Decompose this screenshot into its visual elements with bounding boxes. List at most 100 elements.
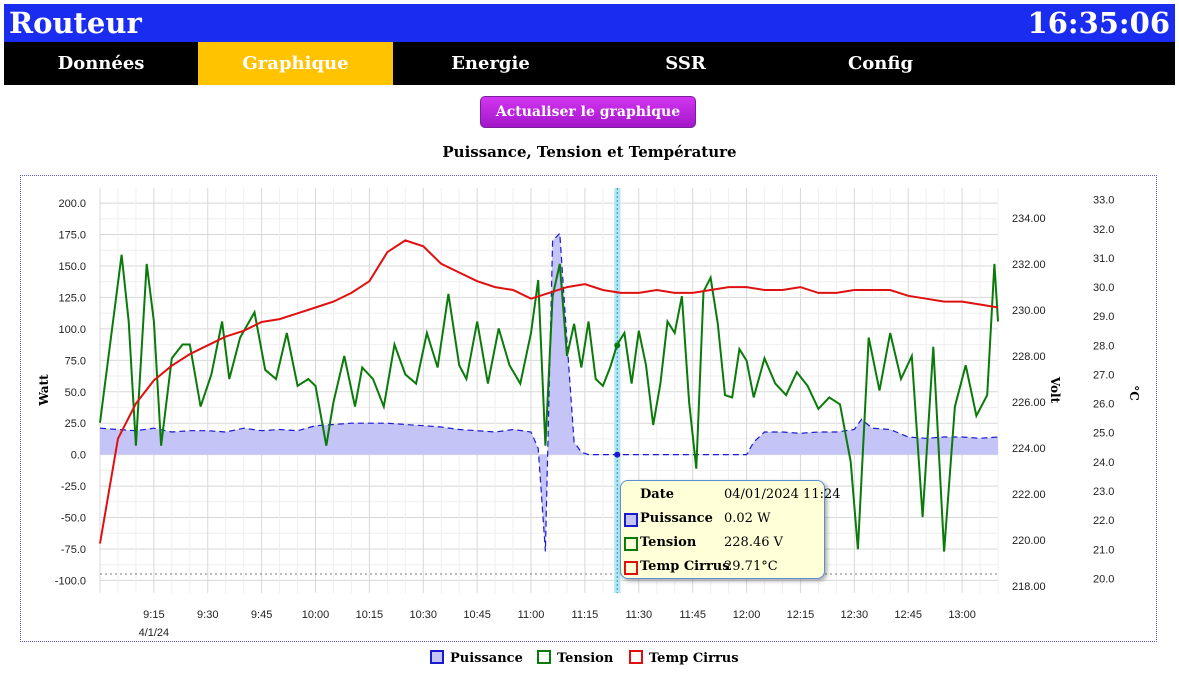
legend-item-temp[interactable]: Temp Cirrus: [629, 650, 739, 666]
tooltip-puissance-row: Puissance 0.02 W: [621, 510, 824, 528]
tooltip-temp-value: 29.71°C: [724, 559, 778, 574]
x-tick-label: 12:00: [733, 609, 761, 621]
y-tick-temp: 32.0: [1093, 224, 1114, 236]
x-tick-label: 9:30: [197, 609, 218, 621]
y-tick-watt: 150.0: [58, 261, 86, 273]
legend-item-puissance[interactable]: Puissance: [430, 650, 523, 666]
x-tick-label: 11:15: [572, 609, 599, 621]
y-tick-volt: 234.00: [1012, 213, 1046, 225]
y-tick-volt: 220.00: [1012, 535, 1046, 547]
y-tick-temp: 28.0: [1093, 340, 1114, 352]
legend-temp-swatch: [629, 650, 643, 664]
y-tick-volt: 224.00: [1012, 443, 1046, 455]
tab-donnees[interactable]: Données: [57, 53, 145, 74]
y-tick-temp: 30.0: [1093, 282, 1114, 294]
tab-graphique[interactable]: Graphique: [198, 42, 393, 85]
nav-bar: Données Graphique Energie SSR Config: [4, 42, 1175, 85]
legend-tension-swatch: [537, 650, 551, 664]
cursor-band: [614, 188, 621, 593]
x-tick-label: 13:00: [948, 609, 976, 621]
app-title: Routeur: [9, 6, 142, 40]
y-tick-volt: 230.00: [1012, 305, 1046, 317]
y-tick-temp: 29.0: [1093, 311, 1114, 323]
y-tick-temp: 23.0: [1093, 486, 1114, 498]
x-tick-label: 9:15: [143, 609, 164, 621]
y-tick-watt: -25.0: [61, 481, 86, 493]
legend-item-tension[interactable]: Tension: [537, 650, 613, 666]
legend-puissance-label: Puissance: [450, 651, 523, 666]
tooltip-temp-swatch: [624, 561, 638, 575]
y-tick-temp: 31.0: [1093, 253, 1114, 265]
x-tick-label: 11:30: [625, 609, 652, 621]
x-tick-label: 10:00: [302, 609, 330, 621]
y-tick-watt: -50.0: [61, 513, 86, 525]
y-tick-watt: 100.0: [58, 324, 86, 336]
tooltip-tension-row: Tension 228.46 V: [621, 534, 824, 552]
y-tick-volt: 228.00: [1012, 351, 1046, 363]
tab-energie[interactable]: Energie: [451, 53, 530, 74]
y-tick-watt: 75.0: [65, 355, 86, 367]
y-tick-volt: 226.00: [1012, 397, 1046, 409]
x-tick-label: 12:45: [894, 609, 922, 621]
y-tick-temp: 27.0: [1093, 369, 1114, 381]
y-tick-watt: 0.0: [71, 450, 86, 462]
tooltip-puissance-label: Puissance: [640, 511, 713, 526]
y-tick-temp: 21.0: [1093, 544, 1114, 556]
tooltip-tension-swatch: [624, 537, 638, 551]
x-tick-label: 12:15: [787, 609, 815, 621]
tooltip-date-row: Date 04/01/2024 11:24: [621, 486, 841, 504]
x-tick-label: 10:45: [463, 609, 491, 621]
y-tick-temp: 25.0: [1093, 428, 1114, 440]
legend-tension-label: Tension: [557, 651, 614, 666]
clock: 16:35:06: [1027, 6, 1170, 40]
chart-tooltip: Date 04/01/2024 11:24 Puissance 0.02 W T…: [620, 480, 841, 579]
y-tick-volt: 222.00: [1012, 489, 1046, 501]
y-tick-temp: 33.0: [1093, 195, 1114, 207]
series-tension-line: [99, 254, 999, 552]
x-date-label: 4/1/24: [139, 627, 170, 639]
cursor-point-tension: [614, 342, 621, 349]
y-tick-volt: 232.00: [1012, 259, 1046, 271]
y-tick-watt: 125.0: [58, 292, 86, 304]
y-tick-temp: 20.0: [1093, 573, 1114, 585]
x-tick-label: 11:45: [679, 609, 706, 621]
x-tick-label: 12:30: [841, 609, 869, 621]
chart-title: Puissance, Tension et Température: [442, 143, 737, 161]
y-axis-label-volt: Volt: [1048, 376, 1062, 404]
y-tick-temp: 24.0: [1093, 457, 1114, 469]
y-tick-temp: 26.0: [1093, 399, 1114, 411]
tab-ssr[interactable]: SSR: [665, 53, 706, 74]
tooltip-temp-row: Temp Cirrus 29.71°C: [621, 558, 824, 576]
legend-temp-label: Temp Cirrus: [649, 651, 739, 666]
tooltip-date-value: 04/01/2024 11:24: [724, 487, 841, 502]
tooltip-tension-label: Tension: [640, 535, 697, 550]
series-temp-cirrus-line: [99, 239, 999, 544]
app-header: Routeur 16:35:06: [4, 4, 1175, 42]
y-tick-volt: 218.00: [1012, 581, 1046, 593]
legend-puissance-swatch: [430, 650, 444, 664]
tooltip-puissance-value: 0.02 W: [724, 511, 771, 526]
y-tick-watt: -75.0: [61, 544, 86, 556]
chart-frame: [20, 175, 1157, 642]
y-tick-watt: 50.0: [65, 387, 86, 399]
y-tick-watt: 25.0: [65, 418, 86, 430]
y-axis-label-temp: °C: [1127, 385, 1141, 401]
y-axis-label-watt: Watt: [37, 374, 51, 407]
y-tick-temp: 22.0: [1093, 515, 1114, 527]
x-tick-label: 9:45: [251, 609, 272, 621]
x-tick-label: 11:00: [518, 609, 545, 621]
tooltip-tension-value: 228.46 V: [724, 535, 784, 550]
y-tick-watt: -100.0: [55, 575, 86, 587]
refresh-chart-button[interactable]: Actualiser le graphique: [480, 96, 696, 128]
tooltip-puissance-swatch: [624, 513, 638, 527]
x-tick-label: 10:30: [410, 609, 438, 621]
cursor-point-puissance: [614, 451, 621, 458]
series-puissance-line: [99, 231, 999, 552]
tooltip-temp-label: Temp Cirrus: [640, 559, 730, 574]
y-tick-watt: 200.0: [58, 198, 86, 210]
tooltip-date-label: Date: [640, 487, 674, 502]
tab-config[interactable]: Config: [847, 53, 914, 74]
x-tick-label: 10:15: [356, 609, 384, 621]
y-tick-watt: 175.0: [58, 230, 86, 242]
